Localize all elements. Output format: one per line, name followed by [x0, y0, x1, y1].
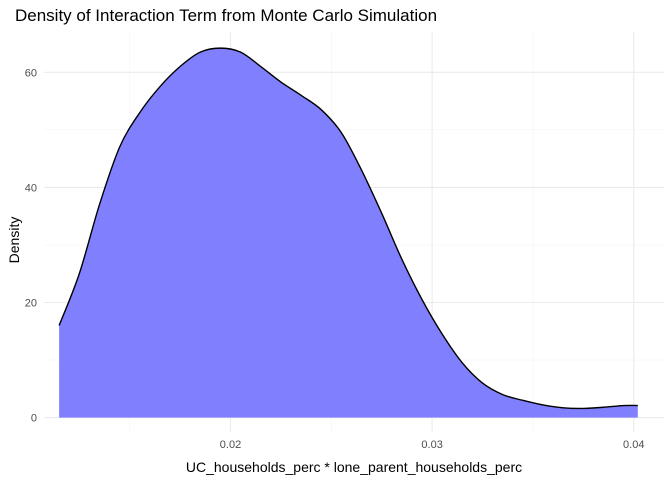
x-tick-label: 0.04: [623, 439, 644, 451]
density-series: [58, 47, 638, 418]
density-area: [59, 48, 638, 418]
x-tick-label: 0.02: [220, 439, 241, 451]
x-tick-label: 0.03: [421, 439, 442, 451]
y-tick-label: 0: [31, 413, 37, 425]
x-axis-ticks: 0.02 0.03 0.04: [220, 439, 645, 451]
y-tick-label: 60: [25, 67, 37, 79]
chart-title: Density of Interaction Term from Monte C…: [15, 6, 437, 25]
y-tick-label: 40: [25, 182, 37, 194]
y-axis-ticks: 0 20 40 60: [25, 67, 37, 424]
x-axis-title: UC_households_perc * lone_parent_househo…: [186, 459, 522, 475]
density-line: [58, 47, 638, 410]
y-axis-title: Density: [6, 217, 22, 264]
y-tick-label: 20: [25, 298, 37, 310]
